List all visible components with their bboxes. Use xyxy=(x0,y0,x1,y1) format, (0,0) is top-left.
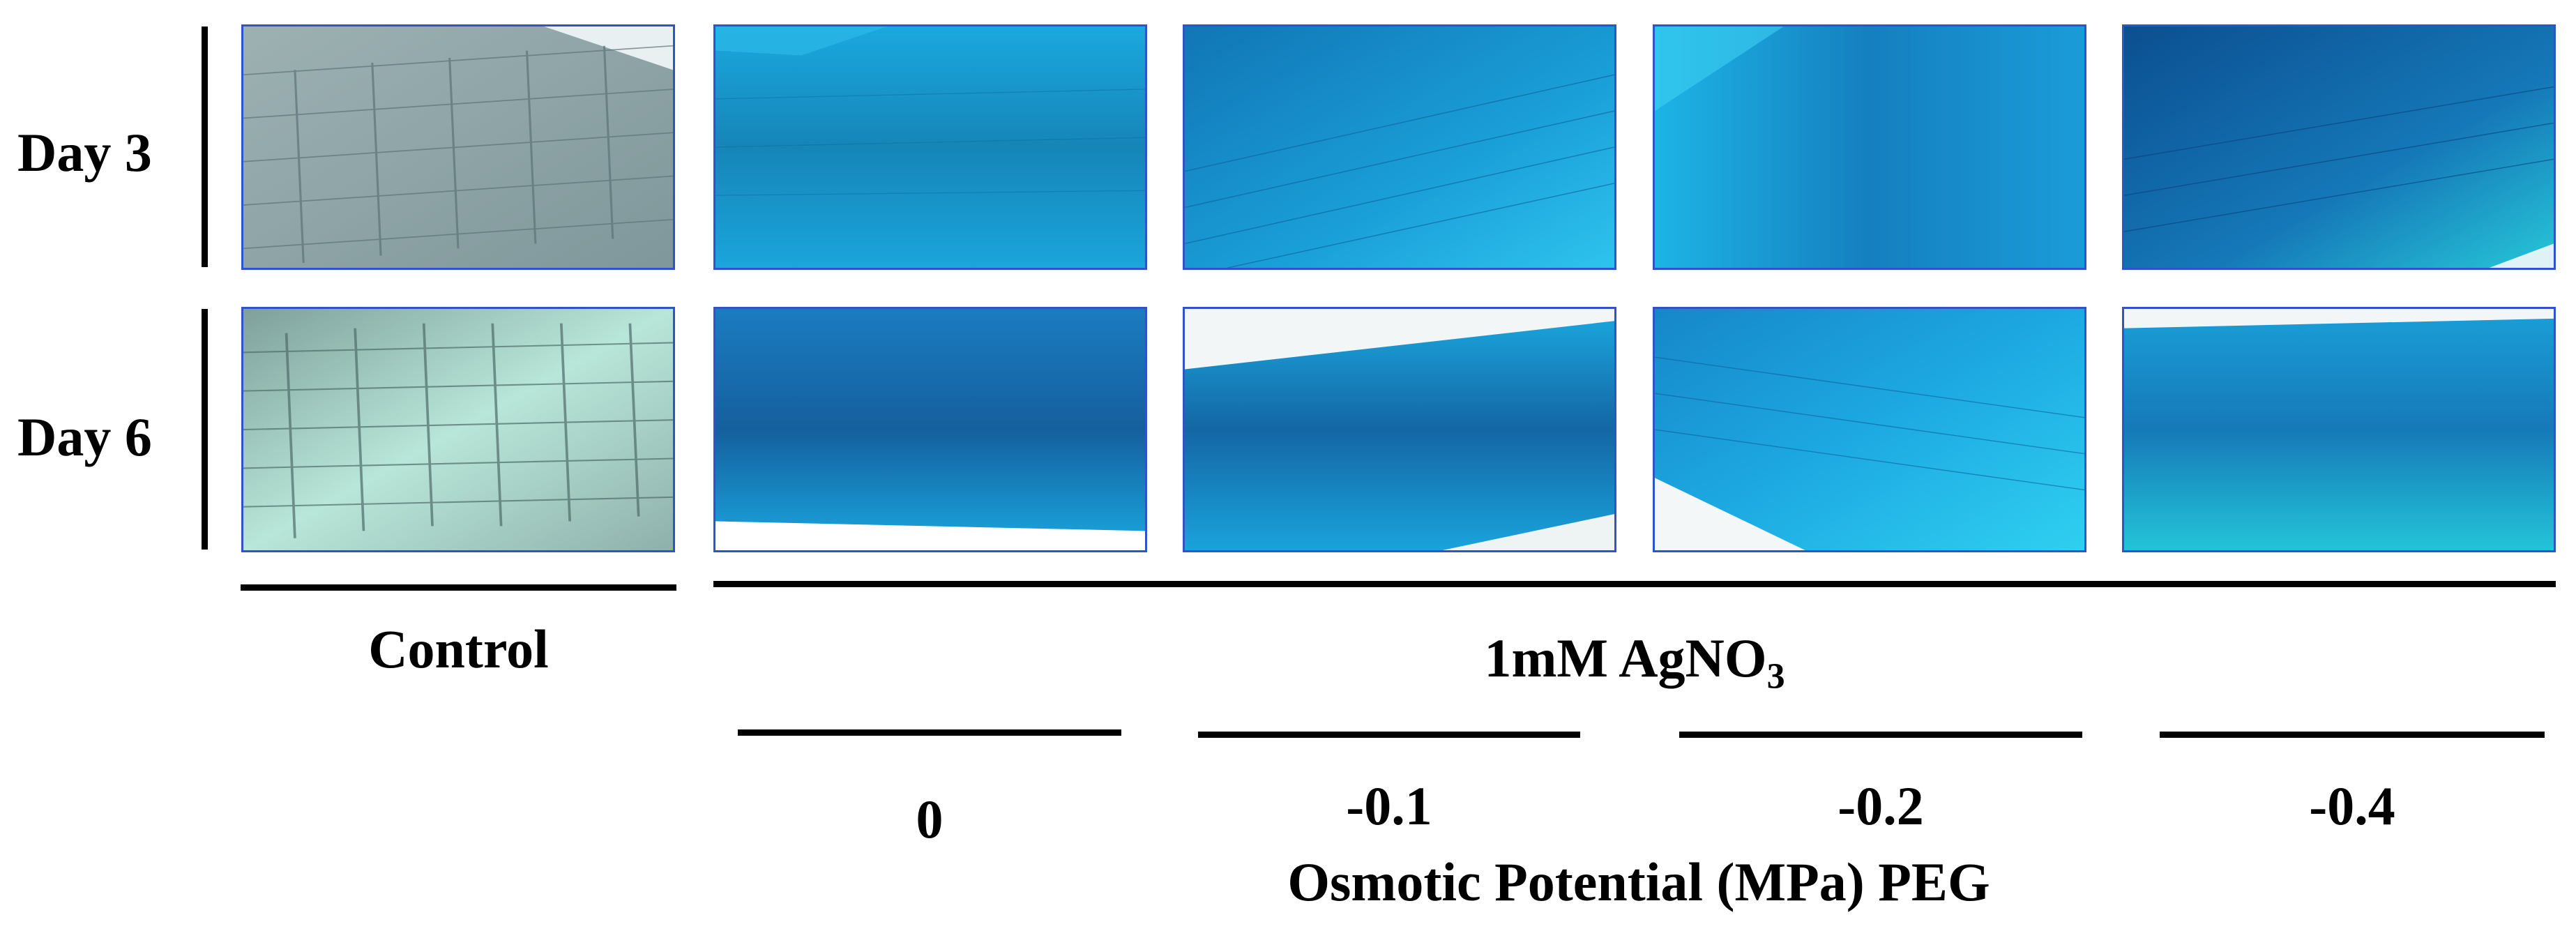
row-label-day3: Day 3 xyxy=(17,122,152,183)
row-bar-day3 xyxy=(202,27,208,267)
panel-day6-minus0.2 xyxy=(1653,307,2086,552)
row-bar-day6 xyxy=(202,309,208,550)
panel-day3-0 xyxy=(713,24,1147,270)
panel-day3-control xyxy=(241,24,675,270)
level-label-0: 0 xyxy=(916,789,944,849)
level-label-minus0.2: -0.2 xyxy=(1838,775,1924,836)
panel-day6-minus0.4 xyxy=(2122,307,2556,552)
control-label: Control xyxy=(368,619,549,679)
treatment-label: 1mM AgNO3 xyxy=(713,631,2556,695)
panel-day3-minus0.2 xyxy=(1653,24,2086,270)
panel-day6-0 xyxy=(713,307,1147,552)
treatment-bar xyxy=(713,581,2556,587)
level-label-minus0.1: -0.1 xyxy=(1346,775,1432,836)
panel-day6-minus0.1 xyxy=(1183,307,1616,552)
row-label-day6: Day 6 xyxy=(17,407,152,467)
control-bar xyxy=(241,584,676,591)
panel-day3-minus0.4 xyxy=(2122,24,2556,270)
treatment-label-main: 1mM AgNO xyxy=(1484,628,1767,688)
level-bar-minus0.2 xyxy=(1679,732,2082,738)
axis-title: Osmotic Potential (MPa) PEG xyxy=(1287,851,1990,912)
panel-day6-control xyxy=(241,307,675,552)
level-bar-minus0.1 xyxy=(1198,732,1580,738)
treatment-label-subscript: 3 xyxy=(1766,656,1785,697)
level-bar-0 xyxy=(738,729,1121,736)
level-label-minus0.4: -0.4 xyxy=(2309,775,2395,836)
level-bar-minus0.4 xyxy=(2160,732,2545,738)
panel-day3-minus0.1 xyxy=(1183,24,1616,270)
